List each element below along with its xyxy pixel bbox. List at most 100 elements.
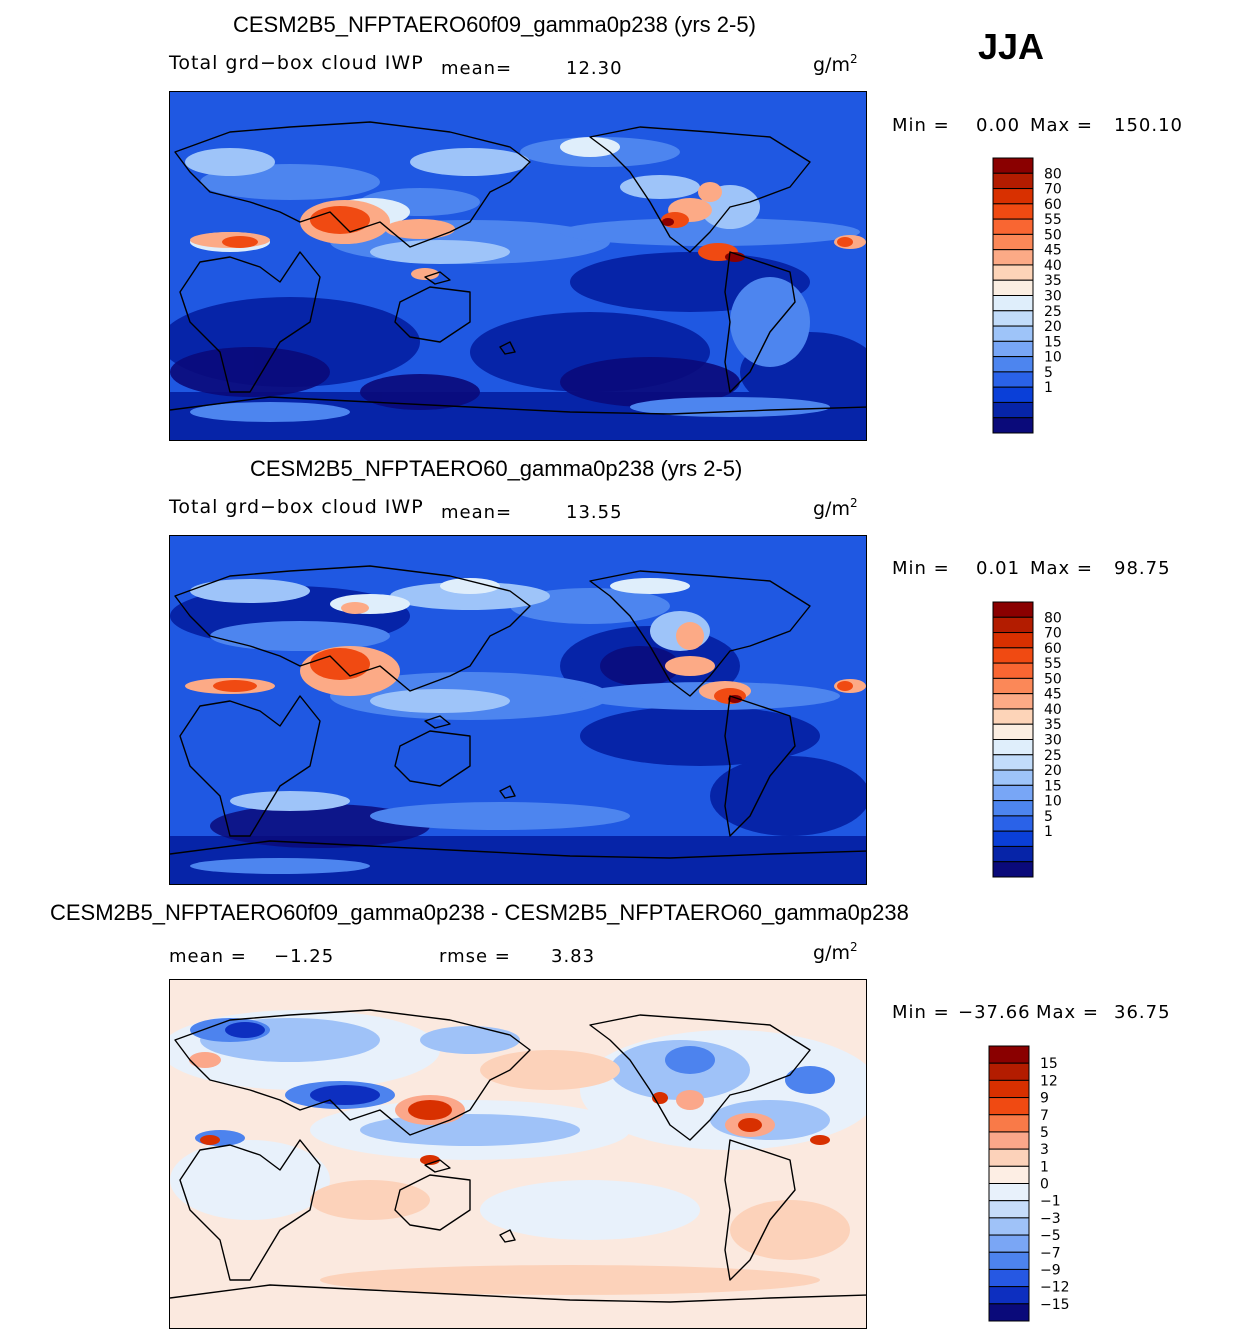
colorbar-level-label: 20	[1044, 763, 1062, 779]
panel1-colorbar: 80 70 60 55 50 45 40 35 30 25 20 15 10 5 1	[992, 157, 1113, 438]
panel2-min-value: 0.01	[976, 558, 1021, 579]
colorbar-swatch	[988, 1234, 1030, 1253]
colorbar-swatch	[992, 371, 1034, 388]
colorbar-swatch	[988, 1165, 1030, 1184]
colorbar-swatch	[988, 1200, 1030, 1219]
panel2-max-value: 98.75	[1114, 558, 1171, 579]
colorbar-level-label: 60	[1044, 641, 1062, 657]
colorbar-swatch	[992, 601, 1034, 618]
colorbar-level-label: 40	[1044, 702, 1062, 718]
panel3-mean-label: mean =	[169, 946, 247, 967]
colorbar-swatch	[992, 845, 1034, 863]
colorbar-level-label: 7	[1040, 1108, 1049, 1124]
panel1-units: g/m2	[813, 52, 858, 76]
panel1-max-label: Max =	[1030, 115, 1094, 136]
panel1-min-label: Min =	[892, 115, 950, 136]
colorbar-level-label: 80	[1044, 166, 1062, 182]
season-label: JJA	[978, 26, 1045, 67]
colorbar-swatch	[992, 754, 1034, 771]
panel3-map	[169, 979, 867, 1329]
colorbar-level-label: 9	[1040, 1091, 1049, 1107]
colorbar-swatch	[992, 693, 1034, 710]
colorbar-level-label: 15	[1040, 1056, 1058, 1072]
panel1-mean-label: mean=	[441, 58, 513, 79]
panel1-field-label: Total grd−box cloud IWP	[169, 52, 424, 74]
colorbar-swatch	[992, 310, 1034, 327]
colorbar-level-label: 1	[1040, 1159, 1049, 1175]
panel1-max-value: 150.10	[1114, 115, 1183, 136]
colorbar-swatch	[988, 1148, 1030, 1167]
panel3-mean-value: −1.25	[274, 946, 335, 967]
panel3-units: g/m2	[813, 940, 858, 964]
colorbar-level-label: 1	[1044, 380, 1053, 396]
colorbar-level-label: 10	[1044, 794, 1062, 810]
colorbar-swatch	[988, 1097, 1030, 1116]
panel1-map	[169, 91, 867, 441]
colorbar-swatch	[988, 1045, 1030, 1064]
colorbar-swatch	[992, 861, 1034, 878]
colorbar-swatch	[992, 662, 1034, 679]
colorbar-level-label: 45	[1044, 243, 1062, 259]
colorbar-swatch	[992, 172, 1034, 190]
panel3-max-value: 36.75	[1114, 1002, 1171, 1023]
colorbar-level-label: 70	[1044, 182, 1062, 198]
panel3-min-value: −37.66	[958, 1002, 1031, 1023]
panel3-min-label: Min =	[892, 1002, 950, 1023]
panel2-min-label: Min =	[892, 558, 950, 579]
colorbar-level-label: 25	[1044, 748, 1062, 764]
panel3-rmse-label: rmse =	[439, 946, 511, 967]
colorbar-swatch	[988, 1062, 1030, 1081]
colorbar-swatch	[992, 356, 1034, 373]
colorbar-swatch	[992, 830, 1034, 847]
colorbar-level-label: −9	[1040, 1262, 1061, 1278]
panel3-rmse-value: 3.83	[551, 946, 596, 967]
colorbar-swatch	[992, 386, 1034, 403]
colorbar-swatch	[992, 800, 1034, 817]
colorbar-swatch	[992, 295, 1034, 312]
colorbar-swatch	[988, 1183, 1030, 1202]
colorbar-swatch	[988, 1268, 1030, 1288]
colorbar-level-label: 15	[1044, 778, 1062, 794]
colorbar-swatch	[992, 769, 1034, 786]
colorbar-level-label: 25	[1044, 304, 1062, 320]
colorbar-level-label: 80	[1044, 610, 1062, 626]
colorbar-swatch	[992, 723, 1034, 740]
panel3-max-label: Max =	[1036, 1002, 1100, 1023]
colorbar-level-label: 55	[1044, 212, 1062, 228]
colorbar-level-label: 40	[1044, 258, 1062, 274]
colorbar-level-label: 45	[1044, 687, 1062, 703]
colorbar-level-label: 35	[1044, 717, 1062, 733]
colorbar-level-label: −15	[1040, 1297, 1070, 1313]
colorbar-level-label: 55	[1044, 656, 1062, 672]
panel2-units: g/m2	[813, 496, 858, 520]
colorbar-level-label: 50	[1044, 227, 1062, 243]
panel1-min-value: 0.00	[976, 115, 1021, 136]
colorbar-level-label: 70	[1044, 626, 1062, 642]
colorbar-swatch	[988, 1079, 1030, 1099]
panel2-mean-label: mean=	[441, 502, 513, 523]
panel2-max-label: Max =	[1030, 558, 1094, 579]
colorbar-swatch	[992, 340, 1034, 358]
colorbar-swatch	[988, 1303, 1030, 1322]
panel1-mean-value: 12.30	[566, 58, 623, 79]
colorbar-level-label: 30	[1044, 289, 1062, 305]
colorbar-swatch	[988, 1286, 1030, 1305]
colorbar-swatch	[992, 325, 1034, 342]
colorbar-level-label: 10	[1044, 350, 1062, 366]
colorbar-level-label: −1	[1040, 1194, 1061, 1210]
colorbar-swatch	[992, 784, 1034, 802]
colorbar-swatch	[992, 188, 1034, 205]
colorbar-level-label: −12	[1040, 1280, 1070, 1296]
colorbar-swatch	[988, 1114, 1030, 1133]
colorbar-level-label: −3	[1040, 1211, 1061, 1227]
colorbar-swatch	[988, 1217, 1030, 1236]
colorbar-swatch	[992, 647, 1034, 664]
colorbar-swatch	[992, 417, 1034, 434]
colorbar-level-label: 60	[1044, 197, 1062, 213]
panel1-title: CESM2B5_NFPTAERO60f09_gamma0p238 (yrs 2-…	[233, 12, 756, 37]
colorbar-swatch	[988, 1251, 1030, 1270]
colorbar-level-label: 5	[1044, 809, 1053, 825]
colorbar-level-label: 15	[1044, 334, 1062, 350]
panel3-title: CESM2B5_NFPTAERO60f09_gamma0p238 - CESM2…	[50, 900, 909, 925]
colorbar-level-label: 5	[1040, 1125, 1049, 1141]
